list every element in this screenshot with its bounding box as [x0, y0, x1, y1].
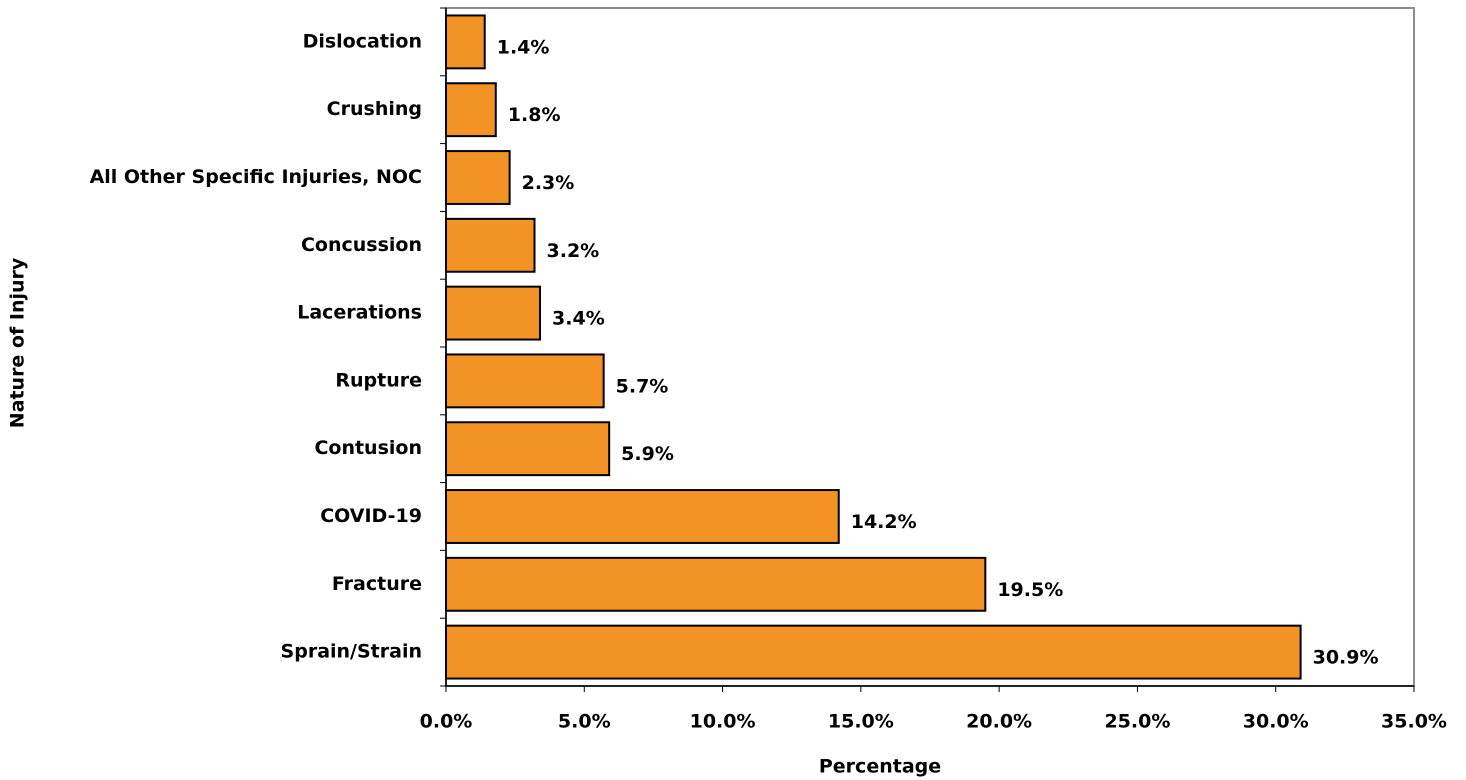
- value-label: 14.2%: [851, 511, 917, 533]
- x-tick-label: 30.0%: [1243, 711, 1309, 733]
- y-tick-label: Dislocation: [303, 30, 422, 52]
- x-tick-label: 25.0%: [1104, 711, 1170, 733]
- value-label: 5.7%: [616, 375, 669, 397]
- bar: [445, 421, 611, 477]
- x-tick-label: 0.0%: [420, 711, 473, 733]
- y-tick-label: Concussion: [301, 234, 422, 256]
- x-tick-label: 15.0%: [828, 711, 894, 733]
- bar: [445, 353, 605, 409]
- y-tick-label: Contusion: [314, 437, 422, 459]
- value-label: 30.9%: [1313, 647, 1379, 669]
- x-tick-label: 20.0%: [966, 711, 1032, 733]
- bar: [445, 285, 542, 341]
- value-label: 3.4%: [552, 308, 605, 330]
- x-tick-label: 35.0%: [1381, 711, 1447, 733]
- bar: [445, 624, 1302, 680]
- x-axis-title: Percentage: [819, 756, 941, 778]
- value-label: 3.2%: [547, 240, 600, 262]
- y-tick-label: Rupture: [335, 369, 422, 391]
- value-label: 1.8%: [508, 104, 561, 126]
- bar: [445, 82, 497, 138]
- y-axis-title: Nature of Injury: [7, 257, 29, 428]
- bar: [445, 150, 511, 205]
- value-label: 19.5%: [997, 579, 1063, 601]
- x-tick-label: 5.0%: [558, 711, 611, 733]
- bar: [445, 217, 536, 273]
- value-label: 5.9%: [621, 443, 674, 465]
- x-tick-label: 10.0%: [690, 711, 756, 733]
- y-tick-label: Lacerations: [297, 302, 422, 324]
- y-tick-label: COVID-19: [320, 505, 422, 527]
- value-label: 1.4%: [497, 36, 550, 58]
- y-tick-label: Fracture: [332, 573, 422, 595]
- bar: [445, 14, 486, 70]
- y-tick-label: All Other Specific Injuries, NOC: [90, 166, 422, 188]
- bar: [445, 489, 840, 544]
- bar: [445, 556, 987, 612]
- y-tick-label: Sprain/Strain: [281, 641, 422, 663]
- y-tick-label: Crushing: [327, 98, 422, 120]
- value-label: 2.3%: [522, 172, 575, 194]
